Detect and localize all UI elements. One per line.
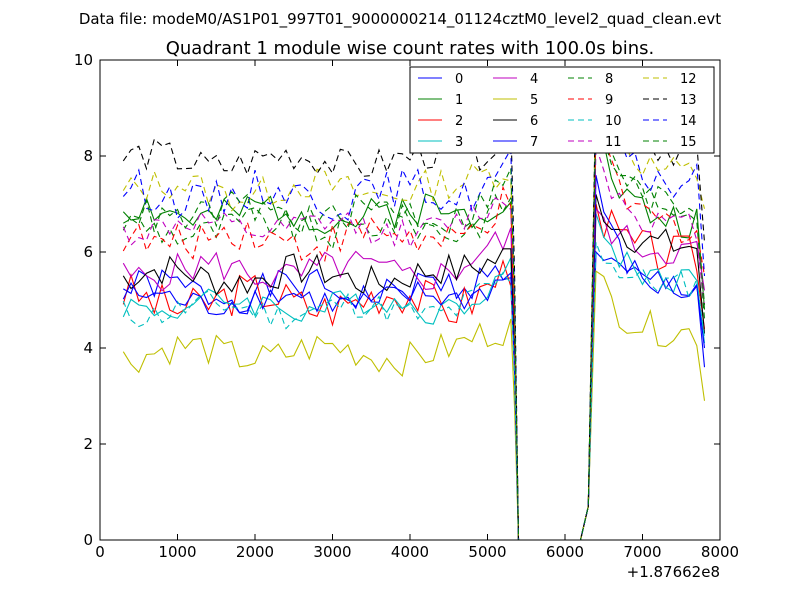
series-line-6 — [122, 194, 706, 541]
legend-label-12: 12 — [680, 72, 697, 87]
legend-label-15: 15 — [680, 135, 697, 150]
y-tick-label: 4 — [83, 339, 93, 357]
legend-label-11: 11 — [605, 135, 622, 150]
x-tick-label: 3000 — [313, 543, 351, 561]
legend-label-13: 13 — [680, 93, 697, 108]
y-tick-label: 0 — [83, 531, 93, 549]
series-line-0 — [123, 250, 706, 541]
legend-label-2: 2 — [455, 114, 463, 129]
legend-label-7: 7 — [530, 135, 538, 150]
legend-label-0: 0 — [455, 72, 463, 87]
legend-box — [409, 66, 715, 154]
series-line-7 — [122, 175, 706, 541]
x-tick-label: 1000 — [158, 543, 196, 561]
y-tick-label: 6 — [83, 243, 93, 261]
legend-label-1: 1 — [455, 93, 463, 108]
legend-label-6: 6 — [530, 114, 538, 129]
legend-label-8: 8 — [605, 72, 613, 87]
x-tick-label: 6000 — [546, 543, 584, 561]
series-line-9 — [122, 125, 706, 541]
x-tick-label: 5000 — [468, 543, 506, 561]
x-offset-label: +1.87662e8 — [627, 563, 720, 581]
legend-label-9: 9 — [605, 93, 613, 108]
series-line-3 — [122, 213, 706, 541]
series-line-4 — [122, 207, 706, 541]
chart-supertitle: Data file: modeM0/AS1P01_997T01_90000002… — [79, 10, 721, 29]
legend-label-3: 3 — [455, 135, 463, 150]
y-tick-label: 10 — [74, 51, 93, 69]
y-tick-label: 8 — [83, 147, 93, 165]
series-line-15 — [123, 112, 706, 541]
x-tick-label: 4000 — [391, 543, 429, 561]
y-tick-label: 2 — [83, 435, 93, 453]
legend-label-10: 10 — [605, 114, 622, 129]
series-line-1 — [122, 126, 706, 541]
legend-label-5: 5 — [530, 93, 538, 108]
x-tick-label: 7000 — [623, 543, 661, 561]
series-line-2 — [122, 203, 706, 541]
x-tick-label: 0 — [95, 543, 105, 561]
series-line-10 — [122, 242, 706, 541]
legend-label-14: 14 — [680, 114, 697, 129]
series-line-8 — [122, 88, 706, 541]
x-tick-label: 8000 — [701, 543, 739, 561]
series-line-5 — [122, 270, 706, 541]
series-line-11 — [122, 146, 706, 541]
chart-title: Quadrant 1 module wise count rates with … — [166, 38, 655, 59]
x-tick-label: 2000 — [236, 543, 274, 561]
legend-label-4: 4 — [530, 72, 538, 87]
